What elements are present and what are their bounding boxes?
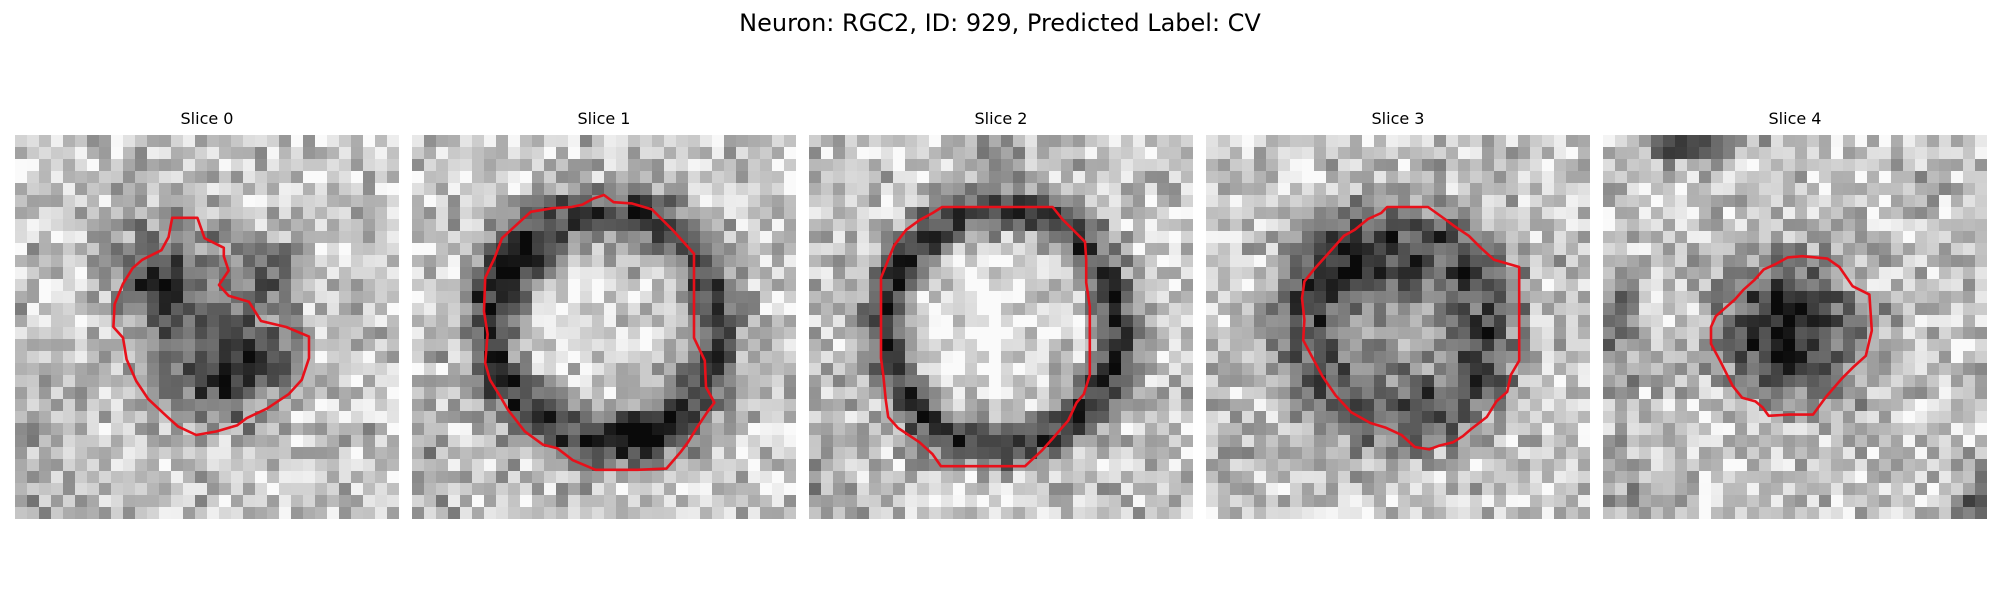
slice-image: [1206, 135, 1590, 519]
grayscale-micrograph: [412, 135, 796, 519]
grayscale-micrograph: [1603, 135, 1987, 519]
slice-image: [15, 135, 399, 519]
pixel-grid: [809, 135, 1193, 519]
slice-title: Slice 0: [180, 109, 234, 128]
slice-title: Slice 2: [974, 109, 1028, 128]
slice-title: Slice 3: [1371, 109, 1425, 128]
figure-title: Neuron: RGC2, ID: 929, Predicted Label: …: [739, 9, 1261, 37]
slice-title: Slice 1: [577, 109, 631, 128]
segmentation-contour: [112, 216, 311, 437]
grayscale-micrograph: [1206, 135, 1590, 519]
pixel-grid: [412, 135, 796, 519]
pixel-grid: [15, 135, 399, 519]
slice-panel-2: Slice 2: [809, 108, 1193, 519]
slice-image: [1603, 135, 1987, 519]
segmentation-contour: [482, 193, 716, 472]
slice-image: [809, 135, 1193, 519]
slice-panel-4: Slice 4: [1603, 108, 1987, 519]
segmentation-contour: [1300, 205, 1521, 451]
pixel-grid: [1603, 135, 1987, 519]
slice-panel-3: Slice 3: [1206, 108, 1590, 519]
slice-panel-1: Slice 1: [412, 108, 796, 519]
slice-title: Slice 4: [1768, 109, 1822, 128]
pixel-grid: [1206, 135, 1590, 519]
grayscale-micrograph: [809, 135, 1193, 519]
slice-image: [412, 135, 796, 519]
grayscale-micrograph: [15, 135, 399, 519]
slice-panel-0: Slice 0: [15, 108, 399, 519]
segmentation-contour: [1709, 254, 1874, 418]
segmentation-contour: [879, 205, 1092, 468]
